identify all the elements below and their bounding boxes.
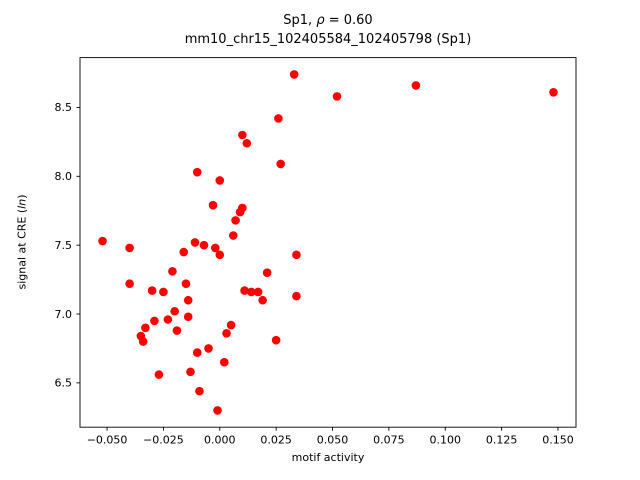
y-tick-label: 7.5 (55, 239, 73, 252)
data-point (274, 114, 283, 123)
data-point (253, 287, 263, 297)
data-point (195, 386, 204, 396)
data-point (215, 176, 225, 185)
y-label-suffix: ) (15, 194, 29, 199)
data-point (222, 328, 231, 338)
data-point (271, 335, 281, 345)
data-point (242, 138, 252, 148)
data-point (138, 337, 148, 346)
data-point (147, 286, 157, 295)
data-point (215, 250, 225, 260)
title-value: = 0.60 (324, 13, 373, 28)
data-point (276, 159, 285, 169)
y-label-ln: ln (15, 198, 29, 209)
data-point (292, 291, 301, 301)
y-tick-label: 8.5 (55, 101, 73, 114)
data-point (168, 267, 177, 276)
plot-title: Sp1, ρ = 0.60 (80, 13, 576, 28)
y-tick-label: 6.5 (55, 377, 73, 390)
data-point (170, 306, 179, 316)
x-tick-label: 0.025 (260, 434, 292, 447)
x-tick-label: 0.075 (373, 434, 405, 447)
y-tick-label: 8.0 (55, 170, 73, 183)
data-point (226, 320, 236, 330)
data-point (125, 279, 134, 289)
x-tick-label: 0.125 (486, 434, 518, 447)
x-axis-label: motif activity (291, 451, 365, 464)
data-point (172, 326, 182, 335)
data-point (208, 200, 218, 210)
data-point (183, 295, 193, 305)
title-rho-symbol: ρ (316, 13, 325, 28)
data-point (98, 236, 107, 246)
data-point (163, 315, 173, 324)
data-point (247, 287, 256, 297)
x-tick-label: −0.050 (87, 434, 128, 447)
data-point (292, 250, 301, 260)
data-point (219, 357, 229, 367)
data-point (289, 70, 299, 79)
data-point (332, 92, 342, 101)
data-point (141, 323, 150, 333)
data-point (229, 231, 238, 240)
data-point (190, 238, 200, 247)
data-point (238, 203, 247, 213)
x-tick-label: 0.050 (317, 434, 349, 447)
data-point (204, 344, 213, 353)
x-tick-label: 0.100 (429, 434, 461, 447)
data-point (549, 88, 558, 97)
data-point (238, 130, 247, 140)
data-point (240, 286, 249, 295)
data-point (213, 406, 222, 415)
data-point (192, 167, 202, 177)
x-tick-label: 0.150 (542, 434, 574, 447)
data-point (186, 367, 195, 377)
data-point (150, 316, 159, 326)
y-tick-label: 7.0 (55, 308, 73, 321)
data-point (181, 279, 191, 289)
y-axis-label: signal at CRE (ln) (16, 195, 29, 290)
y-label-prefix: signal at CRE ( (15, 208, 29, 290)
data-point (183, 312, 193, 322)
x-tick-label: 0.000 (204, 434, 236, 447)
title-prefix: Sp1, (283, 13, 317, 28)
data-point (159, 287, 168, 297)
data-point (262, 268, 272, 277)
plot-subtitle: mm10_chr15_102405584_102405798 (Sp1) (184, 32, 472, 47)
data-point (231, 216, 240, 225)
data-point (154, 370, 164, 379)
data-point (258, 295, 267, 305)
data-point (411, 81, 421, 90)
data-point (179, 247, 189, 257)
data-point (199, 240, 209, 250)
data-point (125, 243, 134, 253)
x-tick-label: −0.025 (143, 434, 184, 447)
axes-box (79, 57, 577, 428)
data-point (192, 348, 202, 357)
data-point (210, 243, 220, 253)
